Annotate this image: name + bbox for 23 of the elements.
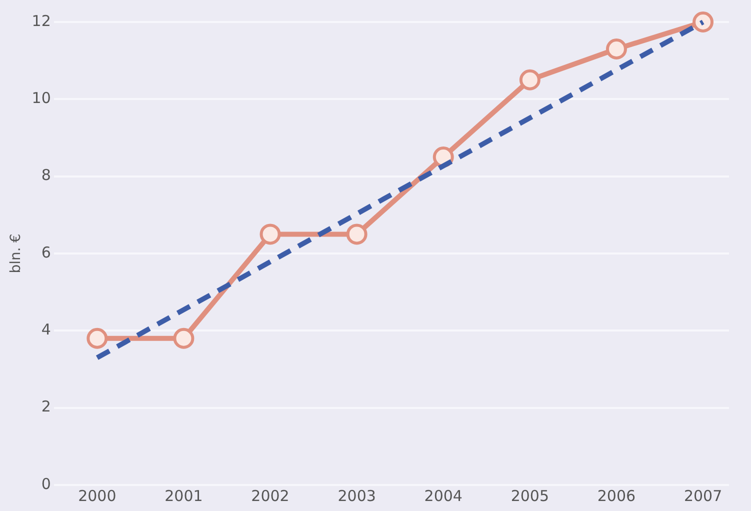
x-tick-label: 2002 [251, 486, 290, 505]
point [519, 69, 540, 90]
x-tick-label: 2006 [597, 486, 636, 505]
x-tick-label: 2005 [510, 486, 550, 505]
y-axis-title: bln. € [8, 234, 24, 274]
point [173, 328, 194, 349]
point [692, 12, 714, 32]
y-tick-label: 2 [41, 398, 51, 416]
x-tick-label: 2004 [424, 486, 462, 505]
x-tick-label: 2003 [338, 486, 376, 505]
point [260, 224, 281, 245]
point [606, 38, 627, 60]
y-tick-label: 10 [32, 89, 51, 108]
y-tick-label: 0 [41, 474, 51, 493]
point [86, 328, 108, 349]
y-tick-label: 4 [41, 320, 51, 339]
y-tick-label: 8 [41, 166, 51, 184]
x-tick-label: 2001 [164, 486, 203, 505]
x-tick-label: 2007 [684, 486, 722, 505]
x-tick-label: 2000 [78, 486, 116, 505]
point [346, 224, 368, 245]
y-tick-label: 6 [41, 243, 51, 262]
y-tick-label: 12 [32, 12, 51, 30]
